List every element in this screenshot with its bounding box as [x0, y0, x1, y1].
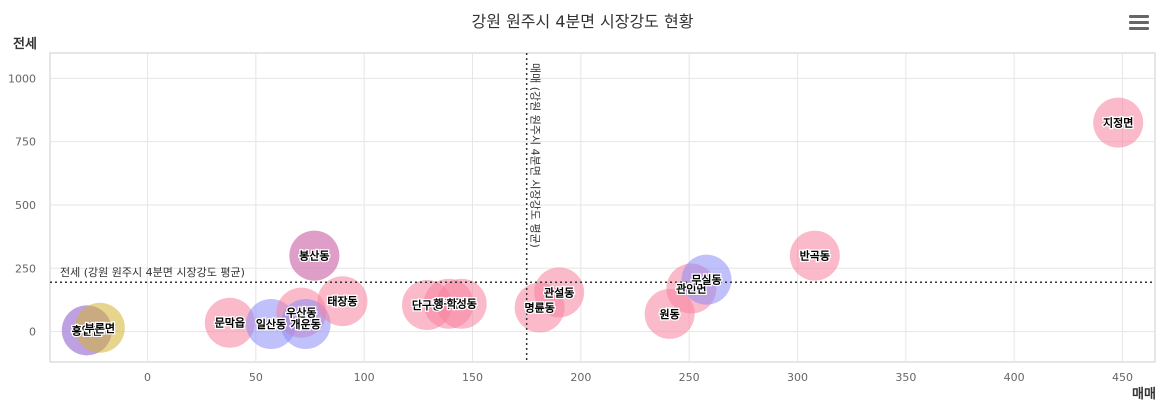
y-tick-label: 1000 — [8, 72, 36, 85]
chart-title: 강원 원주시 4분면 시장강도 현황 — [471, 12, 694, 31]
bubble-label: 개운동 — [290, 317, 320, 331]
data-bubble — [436, 278, 487, 329]
bubble-label: 문막읍 — [215, 316, 245, 330]
menu-icon[interactable] — [1129, 15, 1149, 33]
data-bubble — [74, 302, 125, 353]
bubble-label: 흥업면 — [72, 323, 102, 337]
x-average-label: 매매 (강원 원주시 4분면 시장강도 평균) — [529, 63, 542, 248]
data-bubble — [789, 230, 840, 281]
bubble-label: 일산동 — [256, 317, 286, 331]
x-tick-label: 50 — [249, 371, 263, 384]
bubble-label: 반곡동 — [800, 249, 830, 263]
bubble-label: 우산동 — [286, 306, 316, 320]
reference-lines: 전세 (강원 원주시 4분면 시장강도 평균) 매매 (강원 원주시 4분면 시장… — [50, 53, 1155, 362]
x-tick-label: 400 — [1004, 371, 1025, 384]
bubble-label: 태장동 — [327, 294, 357, 308]
bubble-label: 부론면 — [85, 321, 115, 335]
plot-area — [49, 52, 1156, 363]
x-tick-label: 200 — [570, 371, 591, 384]
y-tick-label: 750 — [15, 136, 36, 149]
y-average-label: 전세 (강원 원주시 4분면 시장강도 평균) — [60, 266, 245, 279]
x-tick-label: 100 — [354, 371, 375, 384]
data-bubble — [1093, 97, 1144, 148]
x-tick-label: 250 — [679, 371, 700, 384]
bubble-label: 관인면 — [676, 282, 706, 296]
y-axis-label: 전세 — [13, 37, 37, 52]
bubble-label: 단구동 — [412, 298, 442, 312]
data-bubble — [289, 230, 340, 281]
data-bubble — [317, 276, 368, 327]
bubbles — [61, 97, 1144, 356]
data-bubble — [204, 297, 255, 348]
x-tick-label: 300 — [787, 371, 808, 384]
x-tick-label: 350 — [895, 371, 916, 384]
bubble-label: 봉산동 — [299, 249, 329, 263]
x-axis-label: 매매 — [1132, 387, 1156, 402]
y-tick-label: 0 — [29, 326, 36, 339]
data-bubble — [280, 299, 331, 350]
axis-ticks: 0 50 100 150 200 250 300 350 400 450 0 250 500 750 100… — [8, 72, 1133, 384]
x-tick-label: 0 — [144, 371, 151, 384]
y-tick-label: 500 — [15, 199, 36, 212]
y-tick-label: 250 — [15, 262, 36, 275]
x-tick-label: 150 — [462, 371, 483, 384]
bubble-label: 원동 — [660, 307, 680, 321]
bubble-label: 지정면 — [1103, 116, 1133, 130]
data-bubble — [681, 254, 732, 305]
data-bubble — [534, 267, 585, 318]
bubble-label: 학성동 — [446, 297, 476, 311]
bubble-label: 무실동 — [691, 273, 721, 287]
bubble-label: 행구동 — [433, 297, 463, 311]
x-tick-label: 450 — [1112, 371, 1133, 384]
bubble-label: 관설동 — [544, 285, 574, 299]
bubble-label: 명륜동 — [524, 301, 554, 315]
